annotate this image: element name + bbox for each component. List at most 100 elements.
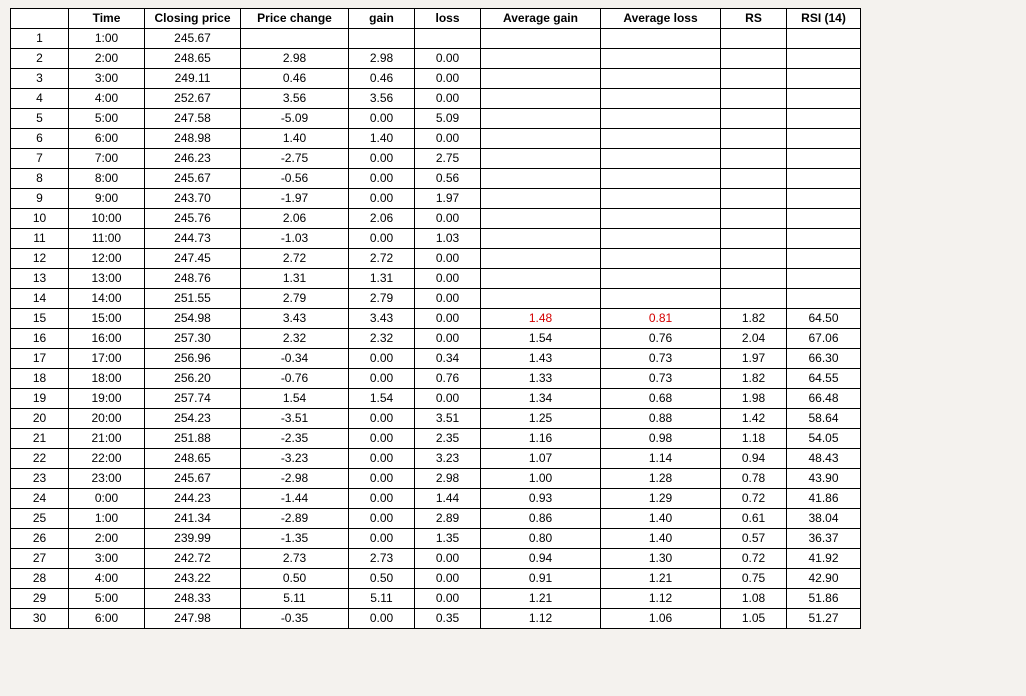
cell-rsi[interactable]: 51.27 [787, 609, 861, 629]
cell-avg-loss[interactable]: 1.14 [601, 449, 721, 469]
cell-close[interactable]: 244.73 [145, 229, 241, 249]
cell-change[interactable]: -3.51 [241, 409, 349, 429]
cell-avg-loss[interactable]: 0.73 [601, 369, 721, 389]
cell-gain[interactable]: 0.00 [349, 229, 415, 249]
cell-index[interactable]: 22 [11, 449, 69, 469]
cell-avg-loss[interactable]: 1.30 [601, 549, 721, 569]
cell-avg-loss[interactable]: 1.06 [601, 609, 721, 629]
cell-avg-loss[interactable]: 1.28 [601, 469, 721, 489]
cell-avg-loss[interactable]: 0.76 [601, 329, 721, 349]
cell-avg-gain[interactable] [481, 269, 601, 289]
cell-change[interactable]: -2.35 [241, 429, 349, 449]
cell-index[interactable]: 21 [11, 429, 69, 449]
cell-rsi[interactable]: 67.06 [787, 329, 861, 349]
cell-gain[interactable]: 2.98 [349, 49, 415, 69]
cell-rsi[interactable]: 36.37 [787, 529, 861, 549]
cell-avg-gain[interactable]: 0.94 [481, 549, 601, 569]
cell-rsi[interactable]: 64.50 [787, 309, 861, 329]
cell-time[interactable]: 17:00 [69, 349, 145, 369]
cell-time[interactable]: 6:00 [69, 129, 145, 149]
cell-time[interactable]: 21:00 [69, 429, 145, 449]
cell-avg-loss[interactable]: 1.40 [601, 509, 721, 529]
table-row[interactable]: 1515:00254.983.433.430.001.480.811.8264.… [11, 309, 861, 329]
cell-close[interactable]: 252.67 [145, 89, 241, 109]
cell-rsi[interactable] [787, 149, 861, 169]
cell-avg-loss[interactable] [601, 209, 721, 229]
cell-avg-gain[interactable]: 1.00 [481, 469, 601, 489]
cell-rs[interactable]: 0.75 [721, 569, 787, 589]
table-row[interactable]: 262:00239.99-1.350.001.350.801.400.5736.… [11, 529, 861, 549]
cell-avg-gain[interactable] [481, 29, 601, 49]
cell-rsi[interactable]: 58.64 [787, 409, 861, 429]
cell-loss[interactable]: 0.00 [415, 329, 481, 349]
cell-time[interactable]: 5:00 [69, 109, 145, 129]
cell-close[interactable]: 256.96 [145, 349, 241, 369]
cell-rs[interactable]: 1.08 [721, 589, 787, 609]
cell-index[interactable]: 20 [11, 409, 69, 429]
cell-index[interactable]: 6 [11, 129, 69, 149]
cell-time[interactable]: 13:00 [69, 269, 145, 289]
cell-rsi[interactable] [787, 69, 861, 89]
cell-loss[interactable]: 0.00 [415, 549, 481, 569]
cell-avg-gain[interactable]: 0.93 [481, 489, 601, 509]
cell-gain[interactable]: 0.00 [349, 429, 415, 449]
cell-time[interactable]: 5:00 [69, 589, 145, 609]
cell-index[interactable]: 17 [11, 349, 69, 369]
cell-time[interactable]: 4:00 [69, 569, 145, 589]
cell-loss[interactable]: 3.51 [415, 409, 481, 429]
cell-time[interactable]: 20:00 [69, 409, 145, 429]
cell-gain[interactable]: 0.00 [349, 509, 415, 529]
cell-rs[interactable]: 0.57 [721, 529, 787, 549]
cell-loss[interactable]: 0.00 [415, 49, 481, 69]
cell-rs[interactable] [721, 129, 787, 149]
cell-rsi[interactable] [787, 289, 861, 309]
cell-close[interactable]: 243.70 [145, 189, 241, 209]
cell-avg-loss[interactable] [601, 269, 721, 289]
cell-gain[interactable]: 0.00 [349, 409, 415, 429]
cell-avg-gain[interactable] [481, 169, 601, 189]
cell-change[interactable] [241, 29, 349, 49]
table-row[interactable]: 1212:00247.452.722.720.00 [11, 249, 861, 269]
cell-loss[interactable]: 0.00 [415, 209, 481, 229]
cell-avg-gain[interactable]: 1.16 [481, 429, 601, 449]
table-row[interactable]: 273:00242.722.732.730.000.941.300.7241.9… [11, 549, 861, 569]
cell-avg-loss[interactable]: 0.81 [601, 309, 721, 329]
cell-index[interactable]: 27 [11, 549, 69, 569]
cell-index[interactable]: 24 [11, 489, 69, 509]
cell-gain[interactable]: 3.56 [349, 89, 415, 109]
cell-time[interactable]: 1:00 [69, 509, 145, 529]
cell-avg-gain[interactable]: 1.07 [481, 449, 601, 469]
cell-rsi[interactable] [787, 249, 861, 269]
cell-time[interactable]: 9:00 [69, 189, 145, 209]
cell-rs[interactable]: 1.82 [721, 309, 787, 329]
cell-change[interactable]: 0.50 [241, 569, 349, 589]
table-row[interactable]: 2121:00251.88-2.350.002.351.160.981.1854… [11, 429, 861, 449]
cell-loss[interactable]: 0.00 [415, 129, 481, 149]
cell-close[interactable]: 241.34 [145, 509, 241, 529]
cell-rsi[interactable]: 42.90 [787, 569, 861, 589]
cell-loss[interactable]: 0.34 [415, 349, 481, 369]
cell-index[interactable]: 1 [11, 29, 69, 49]
table-row[interactable]: 295:00248.335.115.110.001.211.121.0851.8… [11, 589, 861, 609]
table-row[interactable]: 55:00247.58-5.090.005.09 [11, 109, 861, 129]
cell-rsi[interactable]: 54.05 [787, 429, 861, 449]
cell-loss[interactable]: 0.56 [415, 169, 481, 189]
cell-close[interactable]: 257.30 [145, 329, 241, 349]
cell-avg-loss[interactable]: 1.29 [601, 489, 721, 509]
table-row[interactable]: 66:00248.981.401.400.00 [11, 129, 861, 149]
cell-rsi[interactable] [787, 129, 861, 149]
cell-rsi[interactable] [787, 89, 861, 109]
table-row[interactable]: 2020:00254.23-3.510.003.511.250.881.4258… [11, 409, 861, 429]
cell-rs[interactable]: 1.98 [721, 389, 787, 409]
cell-gain[interactable]: 0.00 [349, 109, 415, 129]
cell-avg-gain[interactable] [481, 249, 601, 269]
cell-change[interactable]: -1.44 [241, 489, 349, 509]
cell-gain[interactable]: 0.00 [349, 609, 415, 629]
cell-time[interactable]: 1:00 [69, 29, 145, 49]
cell-loss[interactable]: 3.23 [415, 449, 481, 469]
cell-index[interactable]: 16 [11, 329, 69, 349]
cell-gain[interactable]: 0.00 [349, 469, 415, 489]
cell-rs[interactable] [721, 109, 787, 129]
cell-change[interactable]: 2.79 [241, 289, 349, 309]
table-row[interactable]: 77:00246.23-2.750.002.75 [11, 149, 861, 169]
